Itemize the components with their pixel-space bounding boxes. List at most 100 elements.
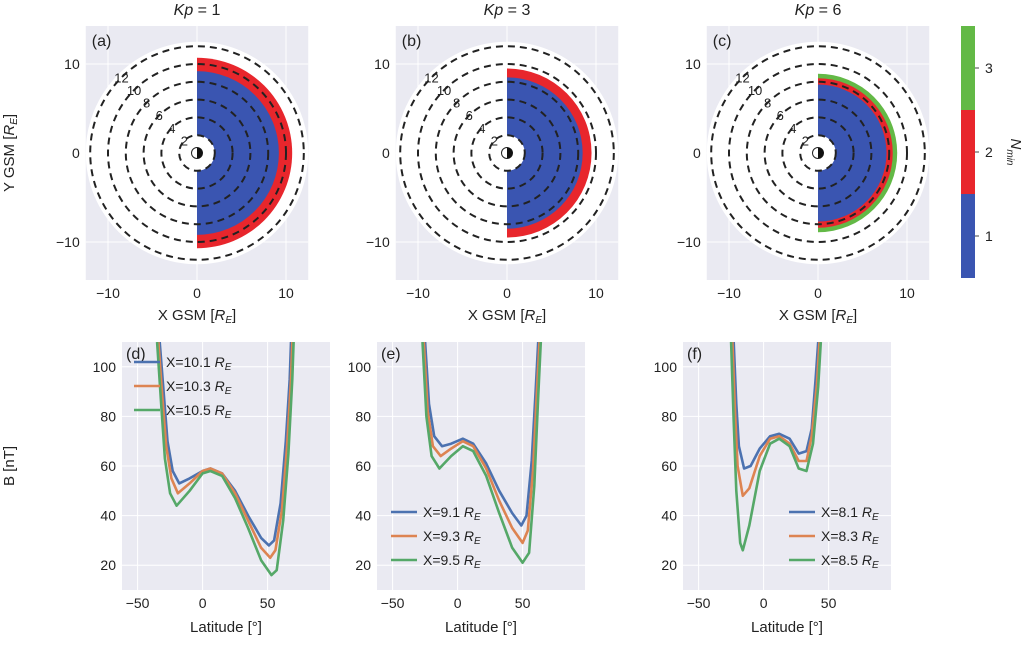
axis-label-text: X GSM [ xyxy=(158,307,216,324)
series-group xyxy=(729,342,823,552)
panel-title: Kp = 6 xyxy=(795,2,842,19)
legend-name: X=10.5 xyxy=(166,402,215,418)
x-tick-label: 50 xyxy=(260,595,276,611)
radius-label: 4 xyxy=(168,121,175,136)
earth-night-icon xyxy=(197,147,203,159)
y-tick-label: 80 xyxy=(355,408,371,424)
legend-name: X=9.3 xyxy=(423,528,464,544)
radius-circle xyxy=(745,80,891,226)
y-tick-label: 100 xyxy=(93,359,117,375)
axis-unit-sub: E xyxy=(535,315,542,326)
axis-bracket: ] xyxy=(853,307,857,324)
x-tick-label: −50 xyxy=(126,595,150,611)
legend-label: X=9.3 RE xyxy=(423,528,481,547)
axis-unit-sub: E xyxy=(9,118,20,125)
axis-label-text: X GSM [ xyxy=(779,307,837,324)
panel-label: (e) xyxy=(381,346,401,363)
radius-label: 12 xyxy=(424,70,438,85)
x-axis-label: Latitude [°] xyxy=(190,619,262,636)
legend-label: X=8.5 RE xyxy=(821,552,879,571)
axis-unit-sub: E xyxy=(846,315,853,326)
y-tick-label: 10 xyxy=(64,56,80,72)
legend-label: X=10.3 RE xyxy=(166,378,232,397)
x-tick-label: 0 xyxy=(503,285,511,301)
legend-unit-sub: E xyxy=(872,512,879,523)
radius-label: 10 xyxy=(127,83,141,98)
series-line xyxy=(421,342,543,564)
legend-unit-sub: E xyxy=(225,410,232,421)
panel-label: (b) xyxy=(402,33,422,50)
y-tick-label: −10 xyxy=(366,234,390,250)
x-tick-label: 0 xyxy=(814,285,822,301)
legend-unit-sub: E xyxy=(474,560,481,571)
axis-unit: R xyxy=(1,125,18,136)
axis-unit: R xyxy=(215,307,226,324)
colorbar-label-main: N xyxy=(1007,139,1024,150)
radius-circle xyxy=(763,98,873,208)
x-tick-label: −10 xyxy=(96,285,120,301)
radius-label: 10 xyxy=(748,83,762,98)
legend-unit-sub: E xyxy=(225,386,232,397)
axis-label-text: X GSM [ xyxy=(468,307,526,324)
y-tick-label: 60 xyxy=(355,458,371,474)
series-line xyxy=(731,342,821,498)
legend-unit: R xyxy=(862,528,872,544)
panel-label: (d) xyxy=(126,346,146,363)
title-main: Kp xyxy=(795,2,815,19)
radius-label: 2 xyxy=(181,133,188,148)
radius-label: 4 xyxy=(789,121,796,136)
colorbar-tick-label: 1 xyxy=(985,228,993,244)
radius-circle xyxy=(124,80,270,226)
axis-unit: R xyxy=(525,307,536,324)
legend-name: X=9.5 xyxy=(423,552,464,568)
radius-circle xyxy=(452,98,562,208)
legend-unit: R xyxy=(464,504,474,520)
panel-label: (c) xyxy=(713,33,732,50)
radius-label: 2 xyxy=(802,133,809,148)
inner-boundary xyxy=(507,135,525,171)
y-tick-label: 20 xyxy=(661,557,677,573)
x-tick-label: 0 xyxy=(760,595,768,611)
x-axis-label: Latitude [°] xyxy=(445,619,517,636)
x-tick-label: 0 xyxy=(454,595,462,611)
series-group xyxy=(155,342,295,577)
radius-label: 4 xyxy=(478,121,485,136)
legend-unit-sub: E xyxy=(474,512,481,523)
legend-unit: R xyxy=(464,552,474,568)
radius-label: 12 xyxy=(114,70,128,85)
colorbar-label-sub: min xyxy=(1004,149,1015,166)
panel-title: Kp = 3 xyxy=(484,2,531,19)
y-tick-label: 80 xyxy=(661,408,677,424)
x-axis-label: X GSM [RE] xyxy=(779,307,857,326)
radius-circle xyxy=(142,98,252,208)
x-tick-label: −10 xyxy=(717,285,741,301)
radius-circle xyxy=(488,134,526,172)
legend-name: X=8.5 xyxy=(821,552,862,568)
y-tick-label: −10 xyxy=(56,234,80,250)
axis-label-text: Y GSM [ xyxy=(1,135,18,192)
y-tick-label: 60 xyxy=(100,458,116,474)
title-main: Kp xyxy=(484,2,504,19)
x-tick-label: 10 xyxy=(588,285,604,301)
nmin-1-region xyxy=(507,77,583,229)
series-group xyxy=(421,342,543,564)
radius-label: 8 xyxy=(764,96,771,111)
y-tick-label: 20 xyxy=(355,557,371,573)
legend-unit-sub: E xyxy=(225,362,232,373)
inner-boundary xyxy=(818,135,836,171)
panel-label: (a) xyxy=(92,33,112,50)
y-tick-label: 100 xyxy=(654,359,678,375)
series-line xyxy=(155,342,295,577)
axis-bracket: ] xyxy=(232,307,236,324)
radius-circle xyxy=(417,63,597,243)
legend-name: X=10.1 xyxy=(166,354,215,370)
series-line xyxy=(157,342,294,560)
legend-label: X=10.1 RE xyxy=(166,354,232,373)
radius-label: 8 xyxy=(453,96,460,111)
x-tick-label: 50 xyxy=(821,595,837,611)
x-axis-label: Latitude [°] xyxy=(751,619,823,636)
